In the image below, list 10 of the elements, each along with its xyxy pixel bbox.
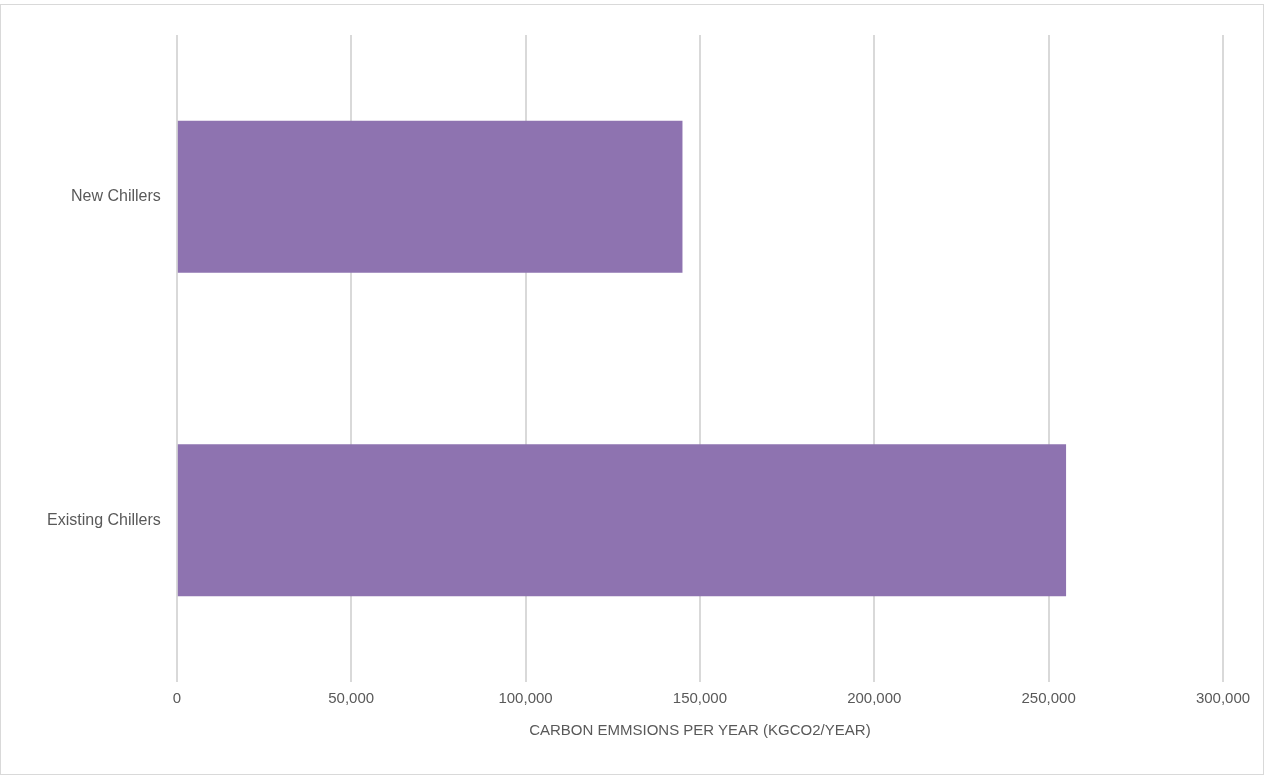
x-tick-label: 250,000	[1021, 689, 1076, 707]
x-tick-label: 50,000	[328, 689, 375, 707]
x-tick-label: 100,000	[498, 689, 553, 707]
x-tick-label: 200,000	[847, 689, 902, 707]
x-tick-label: 300,000	[1195, 689, 1251, 707]
x-tick-label: 0	[172, 689, 181, 707]
y-tick-label: Existing Chillers	[47, 510, 161, 528]
y-tick-label: New Chillers	[71, 187, 161, 205]
x-axis-title: CARBON EMMSIONS PER YEAR (KGCO2/YEAR)	[529, 721, 871, 739]
x-tick-label: 150,000	[672, 689, 728, 707]
